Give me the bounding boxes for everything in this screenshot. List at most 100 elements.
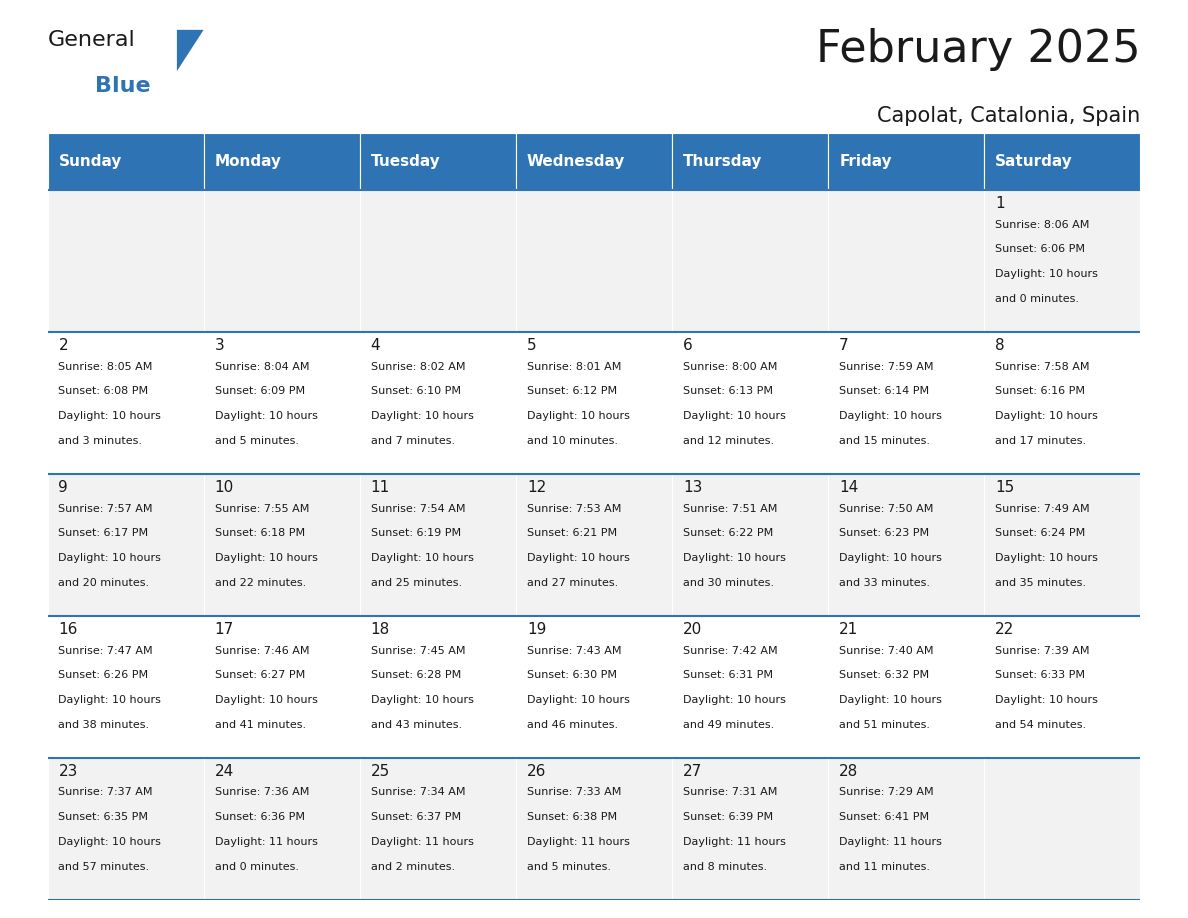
Text: 23: 23 [58,764,78,778]
Text: Sunrise: 7:54 AM: Sunrise: 7:54 AM [371,504,466,513]
Bar [516,616,672,757]
Bar [48,757,203,900]
Text: 26: 26 [526,764,546,778]
Text: Daylight: 10 hours: Daylight: 10 hours [839,554,942,564]
Text: Friday: Friday [839,154,892,169]
Text: and 46 minutes.: and 46 minutes. [526,720,618,730]
Text: Sunset: 6:06 PM: Sunset: 6:06 PM [996,244,1086,254]
Text: and 3 minutes.: and 3 minutes. [58,436,143,446]
Text: and 8 minutes.: and 8 minutes. [683,862,767,872]
Bar [48,331,203,474]
Text: Sunset: 6:38 PM: Sunset: 6:38 PM [526,812,617,823]
Text: Daylight: 10 hours: Daylight: 10 hours [996,269,1098,279]
Text: 19: 19 [526,621,546,637]
Bar [672,616,828,757]
Text: and 5 minutes.: and 5 minutes. [215,436,298,446]
Text: Sunrise: 7:31 AM: Sunrise: 7:31 AM [683,788,777,798]
Bar [985,474,1140,616]
Text: Sunrise: 7:53 AM: Sunrise: 7:53 AM [526,504,621,513]
Bar [360,474,516,616]
Bar [516,190,672,331]
Text: Sunrise: 7:45 AM: Sunrise: 7:45 AM [371,645,466,655]
Text: 1: 1 [996,196,1005,211]
Text: Sunrise: 7:46 AM: Sunrise: 7:46 AM [215,645,309,655]
Text: Saturday: Saturday [996,154,1073,169]
Text: Sunset: 6:21 PM: Sunset: 6:21 PM [526,529,617,539]
Text: and 5 minutes.: and 5 minutes. [526,862,611,872]
Text: 2: 2 [58,338,68,353]
Text: Sunset: 6:17 PM: Sunset: 6:17 PM [58,529,148,539]
Text: Sunrise: 8:04 AM: Sunrise: 8:04 AM [215,362,309,372]
Text: and 0 minutes.: and 0 minutes. [996,294,1079,304]
Bar [985,616,1140,757]
Text: and 20 minutes.: and 20 minutes. [58,578,150,588]
Text: Sunrise: 7:40 AM: Sunrise: 7:40 AM [839,645,934,655]
Text: 7: 7 [839,338,848,353]
Text: Sunrise: 7:49 AM: Sunrise: 7:49 AM [996,504,1089,513]
Text: Daylight: 10 hours: Daylight: 10 hours [58,411,162,421]
Text: Daylight: 10 hours: Daylight: 10 hours [371,554,474,564]
Bar [203,133,360,190]
Text: Daylight: 10 hours: Daylight: 10 hours [371,695,474,705]
Text: 8: 8 [996,338,1005,353]
Text: Daylight: 10 hours: Daylight: 10 hours [58,837,162,847]
Text: Tuesday: Tuesday [371,154,441,169]
Text: 17: 17 [215,621,234,637]
Text: Sunset: 6:39 PM: Sunset: 6:39 PM [683,812,773,823]
Text: and 57 minutes.: and 57 minutes. [58,862,150,872]
Text: Sunrise: 7:58 AM: Sunrise: 7:58 AM [996,362,1089,372]
Text: Sunrise: 7:57 AM: Sunrise: 7:57 AM [58,504,153,513]
Bar [48,190,203,331]
Bar [203,190,360,331]
Text: and 12 minutes.: and 12 minutes. [683,436,775,446]
Bar [828,133,985,190]
Text: Daylight: 10 hours: Daylight: 10 hours [58,695,162,705]
Text: and 15 minutes.: and 15 minutes. [839,436,930,446]
Text: and 41 minutes.: and 41 minutes. [215,720,305,730]
Text: Sunset: 6:18 PM: Sunset: 6:18 PM [215,529,304,539]
Text: Sunrise: 7:34 AM: Sunrise: 7:34 AM [371,788,466,798]
Text: Sunrise: 7:39 AM: Sunrise: 7:39 AM [996,645,1089,655]
Text: Sunset: 6:41 PM: Sunset: 6:41 PM [839,812,929,823]
Text: Daylight: 10 hours: Daylight: 10 hours [215,695,317,705]
Text: and 22 minutes.: and 22 minutes. [215,578,305,588]
Text: 22: 22 [996,621,1015,637]
Bar [360,331,516,474]
Text: and 49 minutes.: and 49 minutes. [683,720,775,730]
Text: and 7 minutes.: and 7 minutes. [371,436,455,446]
Text: and 51 minutes.: and 51 minutes. [839,720,930,730]
Bar [203,474,360,616]
Text: 13: 13 [683,480,702,495]
Text: 24: 24 [215,764,234,778]
Text: 28: 28 [839,764,859,778]
Text: Sunrise: 8:01 AM: Sunrise: 8:01 AM [526,362,621,372]
Text: Sunrise: 7:55 AM: Sunrise: 7:55 AM [215,504,309,513]
Bar [360,757,516,900]
Bar [48,474,203,616]
Text: and 10 minutes.: and 10 minutes. [526,436,618,446]
Text: Sunrise: 7:59 AM: Sunrise: 7:59 AM [839,362,934,372]
Text: Daylight: 11 hours: Daylight: 11 hours [526,837,630,847]
Bar [985,190,1140,331]
Text: and 17 minutes.: and 17 minutes. [996,436,1086,446]
Bar [360,616,516,757]
Text: Sunrise: 7:47 AM: Sunrise: 7:47 AM [58,645,153,655]
Text: Sunrise: 8:02 AM: Sunrise: 8:02 AM [371,362,466,372]
Text: Sunset: 6:22 PM: Sunset: 6:22 PM [683,529,773,539]
Text: 16: 16 [58,621,78,637]
Bar [985,133,1140,190]
Text: Sunrise: 7:36 AM: Sunrise: 7:36 AM [215,788,309,798]
Text: 4: 4 [371,338,380,353]
Text: 9: 9 [58,480,68,495]
Text: Sunset: 6:10 PM: Sunset: 6:10 PM [371,386,461,397]
Text: 5: 5 [526,338,537,353]
Bar [828,190,985,331]
Bar [828,474,985,616]
Text: Sunrise: 7:51 AM: Sunrise: 7:51 AM [683,504,777,513]
Text: and 11 minutes.: and 11 minutes. [839,862,930,872]
Text: and 30 minutes.: and 30 minutes. [683,578,775,588]
Text: Daylight: 10 hours: Daylight: 10 hours [839,695,942,705]
Text: 20: 20 [683,621,702,637]
Text: Daylight: 11 hours: Daylight: 11 hours [683,837,786,847]
Bar [516,331,672,474]
